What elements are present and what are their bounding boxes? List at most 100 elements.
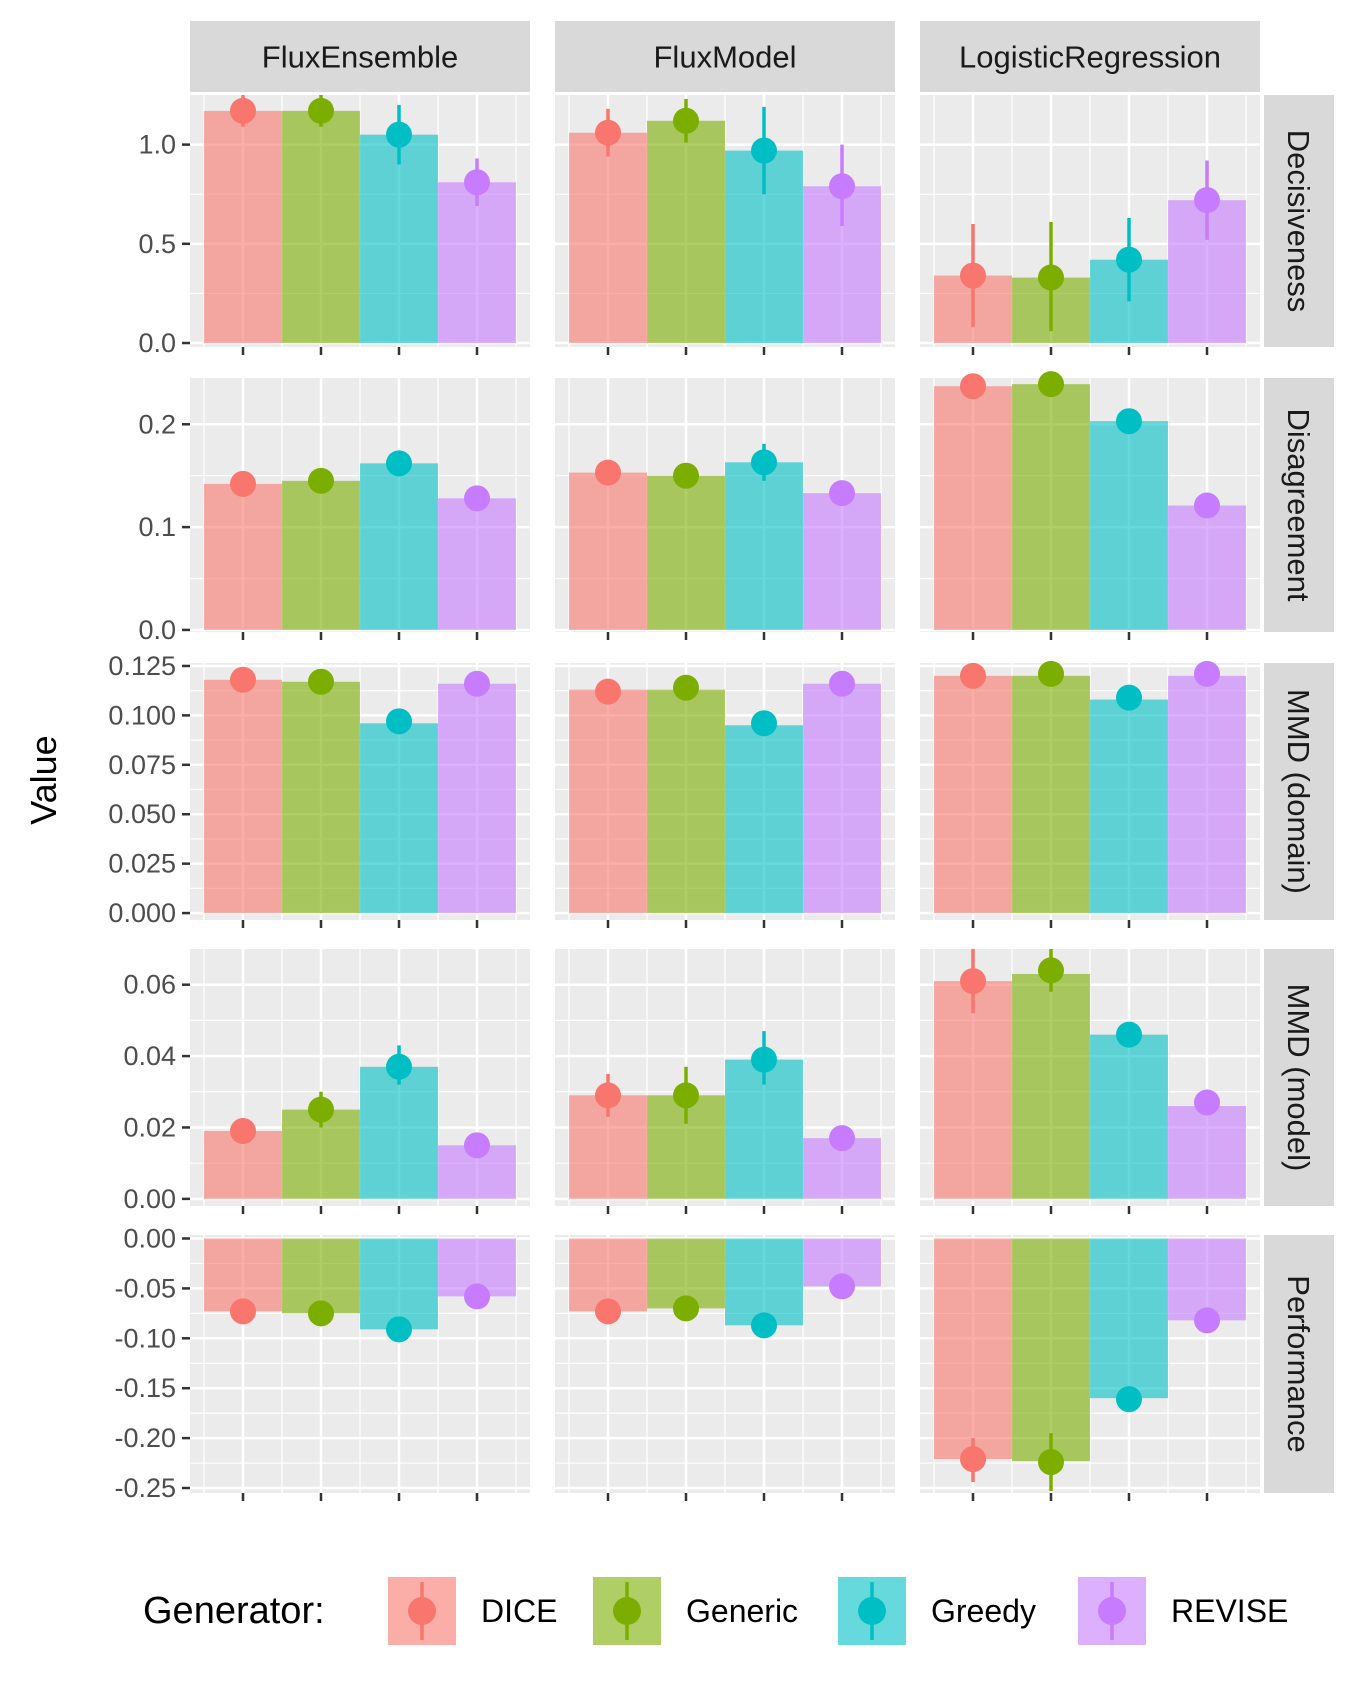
y-tick-label: 0.5: [138, 229, 176, 259]
bar-greedy: [725, 725, 803, 914]
panel-fluxensemble-performance: [190, 1235, 530, 1501]
bar-dice: [934, 675, 1012, 914]
bar-revise: [438, 683, 516, 914]
y-tick-label: 0.02: [123, 1112, 176, 1142]
strip-decisiveness: [1264, 95, 1334, 347]
row-label: Decisiveness: [1281, 130, 1316, 313]
point-generic: [673, 674, 699, 701]
point-revise: [829, 480, 855, 507]
point-dice: [960, 1446, 986, 1473]
y-tick-label: 0.04: [123, 1041, 176, 1071]
panel-logisticregression-performance: [920, 1235, 1260, 1501]
legend-label-revise: REVISE: [1171, 1593, 1288, 1629]
y-tick-label: 0.125: [108, 651, 176, 681]
bar-revise: [438, 182, 516, 344]
bar-greedy: [725, 462, 803, 630]
panel-fluxmodel-mmd-model: [555, 949, 895, 1214]
point-generic: [308, 467, 334, 494]
legend-key-point: [1098, 1597, 1126, 1625]
point-dice: [230, 470, 256, 497]
bar-generic: [1012, 1238, 1090, 1462]
bar-dice: [204, 110, 282, 344]
y-tick-label: -0.15: [114, 1373, 176, 1403]
panel-logisticregression-decisiveness: [920, 95, 1260, 355]
y-tick-label: 0.100: [108, 700, 176, 730]
strip-logisticregression: [920, 21, 1260, 92]
point-greedy: [751, 137, 777, 164]
panel-fluxmodel-disagreement: [555, 378, 895, 640]
panel-fluxmodel-mmd-domain: [555, 663, 895, 928]
bar-generic: [282, 110, 360, 344]
bar-greedy: [725, 1238, 803, 1326]
point-dice: [230, 97, 256, 124]
bar-dice: [934, 386, 1012, 630]
point-greedy: [1116, 246, 1142, 273]
panel-fluxensemble-disagreement: [190, 378, 530, 640]
bar-revise: [1168, 1106, 1246, 1199]
y-tick-label: 0.000: [108, 898, 176, 928]
column-label: FluxEnsemble: [262, 40, 458, 75]
point-revise: [1194, 187, 1220, 214]
point-revise: [829, 1273, 855, 1300]
point-dice: [230, 666, 256, 693]
point-generic: [308, 1096, 334, 1123]
bar-greedy: [360, 1066, 438, 1199]
bar-dice: [934, 1238, 1012, 1460]
point-generic: [1038, 660, 1064, 687]
bar-generic: [1012, 973, 1090, 1199]
panel-fluxmodel-decisiveness: [555, 95, 895, 355]
point-generic: [308, 1300, 334, 1327]
point-revise: [1194, 492, 1220, 519]
point-dice: [595, 119, 621, 146]
panel-logisticregression-mmd-model: [920, 949, 1260, 1214]
legend-item-dice: DICE: [388, 1577, 557, 1645]
bar-revise: [803, 493, 881, 630]
legend-key-point: [408, 1597, 436, 1625]
point-revise: [829, 173, 855, 200]
legend-label-greedy: Greedy: [931, 1593, 1036, 1629]
point-greedy: [386, 708, 412, 735]
point-revise: [464, 1283, 490, 1310]
point-dice: [595, 678, 621, 705]
bar-generic: [647, 475, 725, 630]
bar-revise: [803, 683, 881, 914]
legend: Generator: DICE Generic Greedy REVISE: [143, 1577, 1288, 1645]
point-revise: [464, 485, 490, 512]
y-axis-title: Value: [23, 735, 64, 824]
y-tick-label: 0.025: [108, 849, 176, 879]
panel-fluxensemble-decisiveness: [190, 95, 530, 355]
y-tick-label: 0.1: [138, 512, 176, 542]
bar-greedy: [360, 1238, 438, 1330]
y-tick-label: 0.0: [138, 615, 176, 645]
facet-strips: FluxEnsemble FluxModel LogisticRegression D…: [190, 21, 1334, 1493]
y-tick-label: 0.00: [123, 1184, 176, 1214]
y-tick-label: 0.075: [108, 750, 176, 780]
point-revise: [1194, 1089, 1220, 1116]
point-revise: [464, 670, 490, 697]
y-tick-label: 0.06: [123, 970, 176, 1000]
bar-generic: [1012, 384, 1090, 630]
point-revise: [1194, 1307, 1220, 1334]
legend-item-greedy: Greedy: [838, 1577, 1036, 1645]
point-greedy: [751, 1046, 777, 1073]
panel-logisticregression-mmd-domain: [920, 660, 1260, 928]
strip-mmd-model: [1264, 949, 1334, 1206]
y-tick-label: 0.00: [123, 1223, 176, 1253]
panel-fluxmodel-performance: [555, 1235, 895, 1501]
point-generic: [1038, 264, 1064, 291]
bar-dice: [204, 483, 282, 630]
point-generic: [673, 1082, 699, 1109]
point-dice: [960, 968, 986, 995]
point-generic: [673, 107, 699, 134]
row-label: Disagreement: [1281, 409, 1316, 602]
strip-performance: [1264, 1235, 1334, 1493]
point-generic: [673, 1295, 699, 1322]
bar-revise: [438, 498, 516, 630]
point-revise: [829, 1125, 855, 1152]
point-greedy: [751, 1312, 777, 1339]
bar-greedy: [360, 463, 438, 630]
bar-generic: [1012, 675, 1090, 914]
bar-revise: [1168, 505, 1246, 630]
y-tick-label: 0.050: [108, 799, 176, 829]
